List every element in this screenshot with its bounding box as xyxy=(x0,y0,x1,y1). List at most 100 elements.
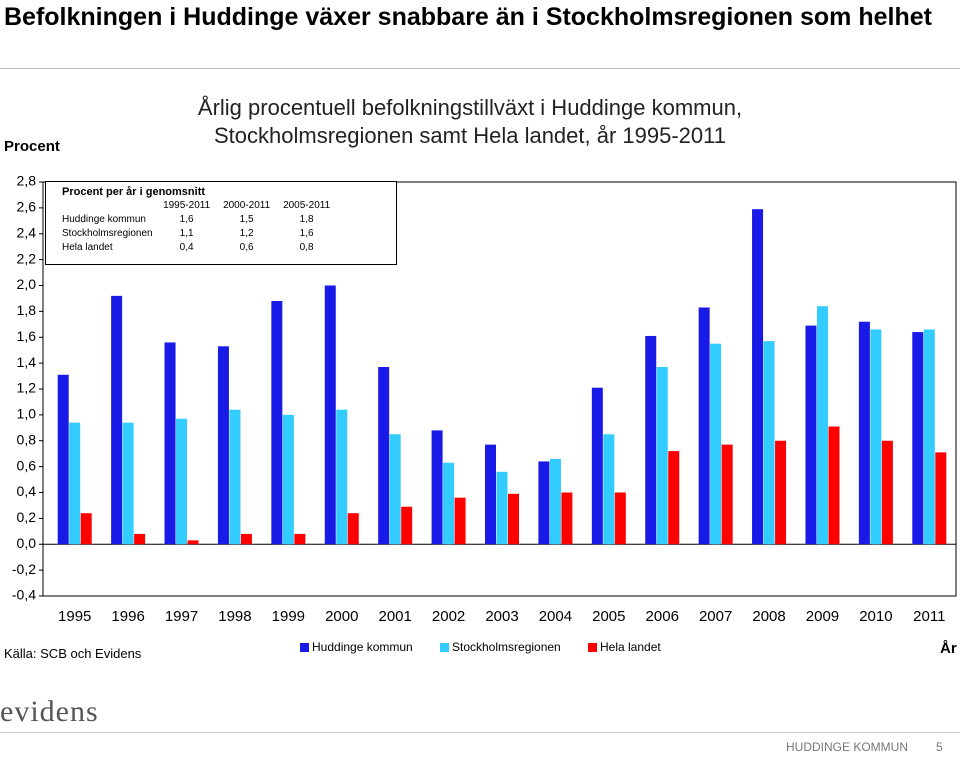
y-tick-label: 2,2 xyxy=(17,250,37,266)
x-tick-label: 2011 xyxy=(913,608,945,625)
x-tick-label: 2003 xyxy=(485,608,518,625)
table-column-header: 2005-2011 xyxy=(283,199,331,211)
table-cell xyxy=(58,198,157,212)
table-cell: 1,6 xyxy=(179,213,194,225)
table: 1995-2011 2000-2011 2005-2011 Huddinge komm… xyxy=(58,198,337,254)
legend-label: Stockholmsregionen xyxy=(452,640,561,654)
table-cell: 0,8 xyxy=(299,241,314,253)
table-cell: Huddinge kommun xyxy=(62,213,146,225)
bar xyxy=(603,434,615,545)
bar xyxy=(134,533,146,545)
legend-label: Huddinge kommun xyxy=(312,640,413,654)
bar xyxy=(698,307,710,545)
x-tick-label: 2002 xyxy=(432,608,465,625)
bar xyxy=(881,440,893,545)
bar xyxy=(176,418,188,545)
y-tick-label: -0,2 xyxy=(12,561,36,577)
x-tick-label: 2007 xyxy=(699,608,732,625)
bar xyxy=(710,343,722,545)
bar xyxy=(294,533,306,545)
bar xyxy=(496,471,508,545)
bar xyxy=(69,422,81,545)
x-tick-label: 2006 xyxy=(646,608,679,625)
bar xyxy=(454,497,466,545)
source: Källa: SCB och Evidens xyxy=(4,646,142,661)
bar xyxy=(721,444,733,545)
x-tick-label: 2004 xyxy=(539,608,572,625)
bar xyxy=(828,426,840,545)
bar xyxy=(187,540,199,545)
bar xyxy=(923,329,935,545)
y-tick-label: 1,8 xyxy=(17,302,37,318)
x-tick-label: 1997 xyxy=(165,608,198,625)
bar xyxy=(805,325,817,545)
y-tick-label: 0,4 xyxy=(17,483,37,499)
bar xyxy=(347,513,359,545)
bar xyxy=(508,493,519,545)
bar xyxy=(485,444,496,545)
table-title: Procent per år i genomsnitt xyxy=(62,186,206,198)
bar xyxy=(401,506,413,545)
table-row: Huddinge kommun 1,6 1,5 1,8 xyxy=(58,212,337,226)
x-tick-label: 2008 xyxy=(752,608,785,625)
x-tick-label: 1999 xyxy=(272,608,305,625)
table-column-header: 1995-2011 xyxy=(163,199,211,211)
y-tick-label: 1,2 xyxy=(17,380,37,396)
y-tick-label: 2,6 xyxy=(17,199,37,215)
bar xyxy=(935,452,947,545)
bar xyxy=(57,374,69,545)
table-cell: 1,6 xyxy=(299,227,314,239)
bar xyxy=(122,422,134,545)
x-tick-label: 2009 xyxy=(806,608,839,625)
table-column-header: 2000-2011 xyxy=(223,199,271,211)
bar xyxy=(561,492,573,545)
chart-title: Årlig procentuell befolkningstillväxt i … xyxy=(197,95,743,148)
bar xyxy=(324,285,336,545)
table-row: Hela landet 0,4 0,6 0,8 xyxy=(58,240,337,254)
y-tick-label: 0,6 xyxy=(17,457,37,473)
y-axis-label: Procent xyxy=(4,138,60,155)
bar xyxy=(240,533,252,545)
legend-swatch xyxy=(588,643,597,652)
table-header-row: 1995-2011 2000-2011 2005-2011 xyxy=(58,198,337,212)
page-number: 5 xyxy=(936,740,943,754)
bar xyxy=(752,209,764,545)
y-tick-label: 0,8 xyxy=(17,431,37,447)
bar xyxy=(538,461,550,545)
footer-organization: HUDDINGE KOMMUN xyxy=(786,740,908,754)
x-tick-label: 2000 xyxy=(325,608,358,625)
bar xyxy=(431,430,443,545)
bar xyxy=(80,513,92,545)
bar xyxy=(645,335,657,545)
bar xyxy=(591,387,603,545)
table-cell: Hela landet xyxy=(62,241,113,253)
x-axis-label: År xyxy=(940,640,957,657)
legend-label: Hela landet xyxy=(600,640,661,654)
bar xyxy=(549,458,561,545)
footer-line xyxy=(0,732,960,733)
table-cell: 0,4 xyxy=(179,241,194,253)
table-cell: 1,1 xyxy=(179,227,194,239)
x-tick-label: 1996 xyxy=(111,608,144,625)
summary-table: Procent per år i genomsnitt 1995-2011 200… xyxy=(45,181,397,265)
bar xyxy=(164,342,176,545)
bar xyxy=(816,306,828,545)
bar xyxy=(775,440,787,545)
bar xyxy=(614,492,626,545)
table-cell: 0,6 xyxy=(239,241,254,253)
bar xyxy=(443,462,455,545)
bar xyxy=(229,409,241,545)
table-cell: Stockholmsregionen xyxy=(62,227,153,239)
divider xyxy=(0,68,960,69)
bar xyxy=(668,451,680,545)
x-tick-label: 2005 xyxy=(592,608,625,625)
y-tick-label: 1,0 xyxy=(17,406,37,422)
logo: evidens xyxy=(0,695,99,728)
table-row: Stockholmsregionen 1,1 1,2 1,6 xyxy=(58,226,337,240)
table-cell: 1,2 xyxy=(239,227,254,239)
bar xyxy=(389,434,401,545)
y-tick-label: 0,0 xyxy=(17,535,37,551)
x-tick-label: 1998 xyxy=(218,608,251,625)
